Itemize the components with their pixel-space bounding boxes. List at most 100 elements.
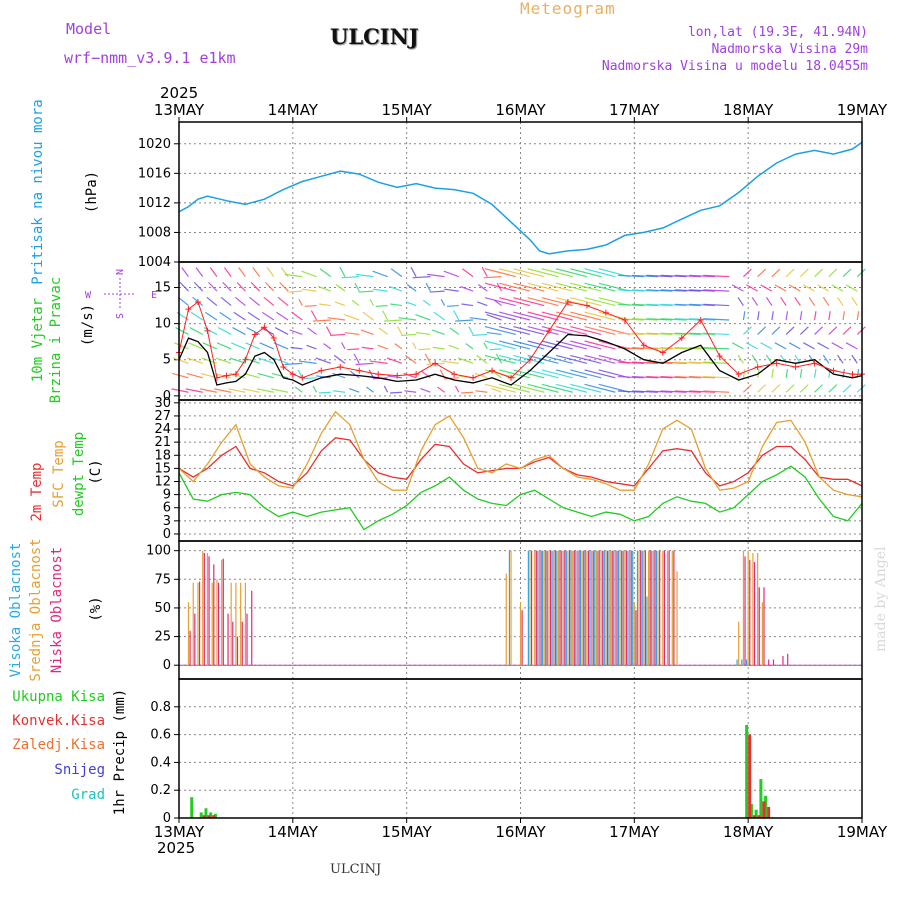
wind-arrow xyxy=(703,318,730,321)
wind-arrow xyxy=(570,354,602,364)
wind-title-2: Brzina i Pravac xyxy=(48,277,64,403)
precip-total-bar xyxy=(190,797,194,818)
wind-arrow xyxy=(461,268,474,278)
wind-arrow xyxy=(813,311,817,321)
wind-arrow xyxy=(527,354,559,364)
wind-arrow xyxy=(731,284,744,292)
wind-arrow xyxy=(842,326,852,335)
precip-hail-label: Grad xyxy=(71,787,105,803)
wind-arrow xyxy=(660,347,687,350)
wind-arrow xyxy=(410,266,417,277)
wind-arrow xyxy=(325,326,332,335)
wind-arrow xyxy=(199,388,218,393)
wind-arrow xyxy=(674,289,701,292)
wind-arrow xyxy=(632,289,659,292)
wind-gust-marker xyxy=(232,371,239,378)
elevation-label: Nadmorska Visina 29m xyxy=(711,42,868,57)
wind-arrow xyxy=(660,390,687,393)
wind-arrow xyxy=(774,284,787,292)
wind-arrow xyxy=(555,325,588,336)
pressure-title: Pritisak na nivou mora xyxy=(30,99,46,284)
y-tick-label: 27 xyxy=(154,409,171,424)
wind-arrow xyxy=(541,311,573,321)
wind-arrow xyxy=(570,340,602,350)
wind-arrow xyxy=(632,318,659,321)
wind-arrow xyxy=(674,332,701,336)
wind-arrow xyxy=(229,372,246,379)
wind-arrow xyxy=(617,390,644,393)
wind-arrow xyxy=(312,319,331,322)
wind-arrow xyxy=(429,290,445,293)
wind-gust-marker xyxy=(356,367,363,374)
wind-arrow xyxy=(228,388,246,393)
wind-arrow xyxy=(284,273,303,278)
wind-arrow xyxy=(343,313,360,321)
wind-arrow xyxy=(406,284,417,292)
wind-arrow xyxy=(570,311,602,321)
wind-arrow xyxy=(814,268,823,278)
wind-gust-marker xyxy=(337,363,344,370)
wind-arrow xyxy=(230,342,246,350)
wind-arrow xyxy=(301,288,317,292)
wind-arrow xyxy=(214,372,232,379)
wind-arrow xyxy=(703,361,730,364)
y-tick-label: 30 xyxy=(154,396,171,411)
y-tick-label: 1004 xyxy=(138,255,171,270)
wind-arrow xyxy=(765,354,773,364)
wind-arrow xyxy=(323,343,332,350)
wind-arrow xyxy=(332,372,346,379)
wind-arrow xyxy=(334,301,346,307)
wind-arrow xyxy=(375,304,388,307)
wind-arrow xyxy=(298,298,303,306)
wind-arrow xyxy=(489,348,502,351)
wind-arrow xyxy=(513,340,545,350)
wind-arrow xyxy=(751,296,759,306)
wind-arrow xyxy=(632,361,659,364)
wind-arrow xyxy=(365,386,374,393)
wind-arrow xyxy=(397,326,403,335)
wind-arrow xyxy=(188,342,203,350)
y-tick-label: 10 xyxy=(154,317,171,332)
wind-arrow xyxy=(444,288,459,292)
wind-arrow xyxy=(646,332,673,336)
wind-arrow xyxy=(276,311,289,321)
wind-arrow xyxy=(828,326,838,335)
wind-arrow xyxy=(828,268,838,278)
wind-gust-marker xyxy=(270,335,277,342)
wind-arrow xyxy=(584,282,616,292)
wind-arrow xyxy=(405,301,417,307)
precip-total-bar xyxy=(204,808,208,818)
wind-arrow xyxy=(217,327,232,335)
wind-gust-marker xyxy=(185,306,192,313)
precip-snow-label: Snijeg xyxy=(54,762,105,778)
wind-arrow xyxy=(513,282,545,292)
cloud-unit: (%) xyxy=(88,596,104,621)
wind-gust-marker xyxy=(413,371,420,378)
wind-arrow xyxy=(584,268,616,278)
wind-arrow xyxy=(390,303,403,307)
wind-arrow xyxy=(437,386,445,393)
wind-gust-marker xyxy=(194,298,201,305)
wind-arrow xyxy=(646,274,673,278)
wind-arrow xyxy=(584,311,616,321)
wind-arrow xyxy=(266,267,275,278)
wind-gust-marker xyxy=(204,327,211,334)
precip-conv-bar xyxy=(748,734,752,818)
wind-gust-marker xyxy=(640,342,647,349)
wind-arrow xyxy=(541,383,573,393)
wind-arrow xyxy=(418,348,431,351)
wind-gust-marker xyxy=(280,363,287,370)
precip-total-bar xyxy=(213,813,217,818)
wind-arrow xyxy=(172,372,189,379)
wind-arrow xyxy=(443,377,459,380)
wind-arrow xyxy=(214,388,232,393)
precip-total-bar xyxy=(199,812,203,818)
precip-total-bar xyxy=(764,795,768,818)
wind-arrow xyxy=(351,299,360,307)
wind-arrow xyxy=(256,388,274,393)
precip-total-bar xyxy=(745,724,749,818)
wind-arrow xyxy=(703,347,730,350)
wind-arrow xyxy=(660,332,687,336)
wind-arrow xyxy=(689,274,715,278)
wind-arrow xyxy=(461,303,474,307)
